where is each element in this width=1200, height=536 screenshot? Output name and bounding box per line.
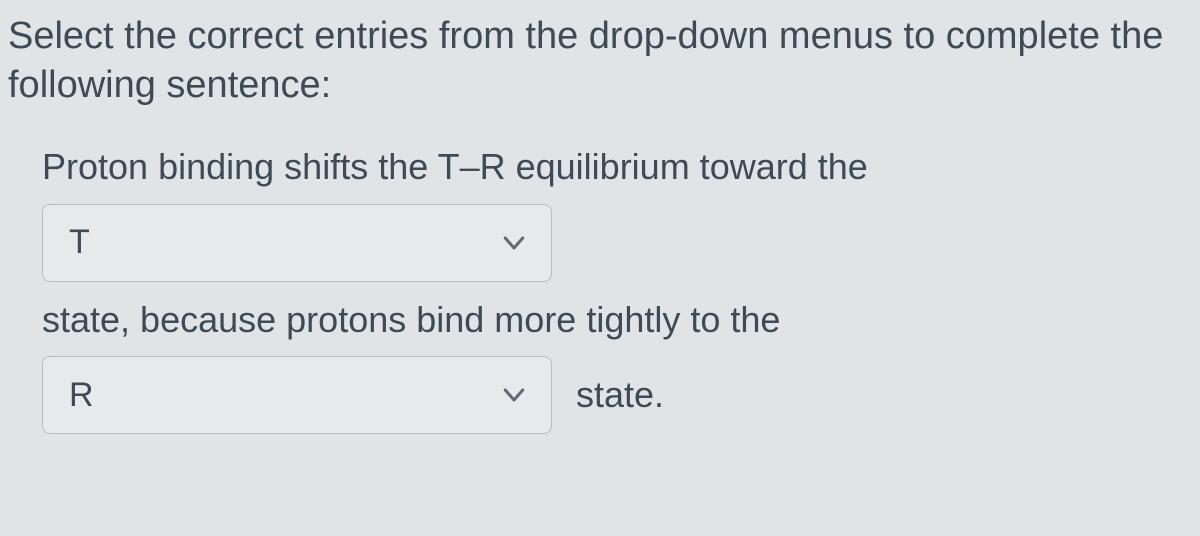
dropdown-state-1[interactable]: T	[42, 204, 552, 282]
instruction-text: Select the correct entries from the drop…	[8, 12, 1186, 109]
dropdown-row-1: T	[42, 204, 1186, 282]
sentence-part-2: state, because protons bind more tightly…	[42, 296, 1186, 345]
dropdown-state-2[interactable]: R	[42, 356, 552, 434]
dropdown-2-value: R	[69, 376, 94, 415]
dropdown-1-value: T	[69, 223, 90, 262]
chevron-down-icon	[499, 380, 529, 410]
sentence-part-1: Proton binding shifts the T–R equilibriu…	[42, 143, 1186, 192]
sentence-part-3: state.	[576, 374, 664, 416]
chevron-down-icon	[499, 228, 529, 258]
sentence-block: Proton binding shifts the T–R equilibriu…	[8, 143, 1186, 434]
dropdown-row-2: R state.	[42, 356, 1186, 434]
